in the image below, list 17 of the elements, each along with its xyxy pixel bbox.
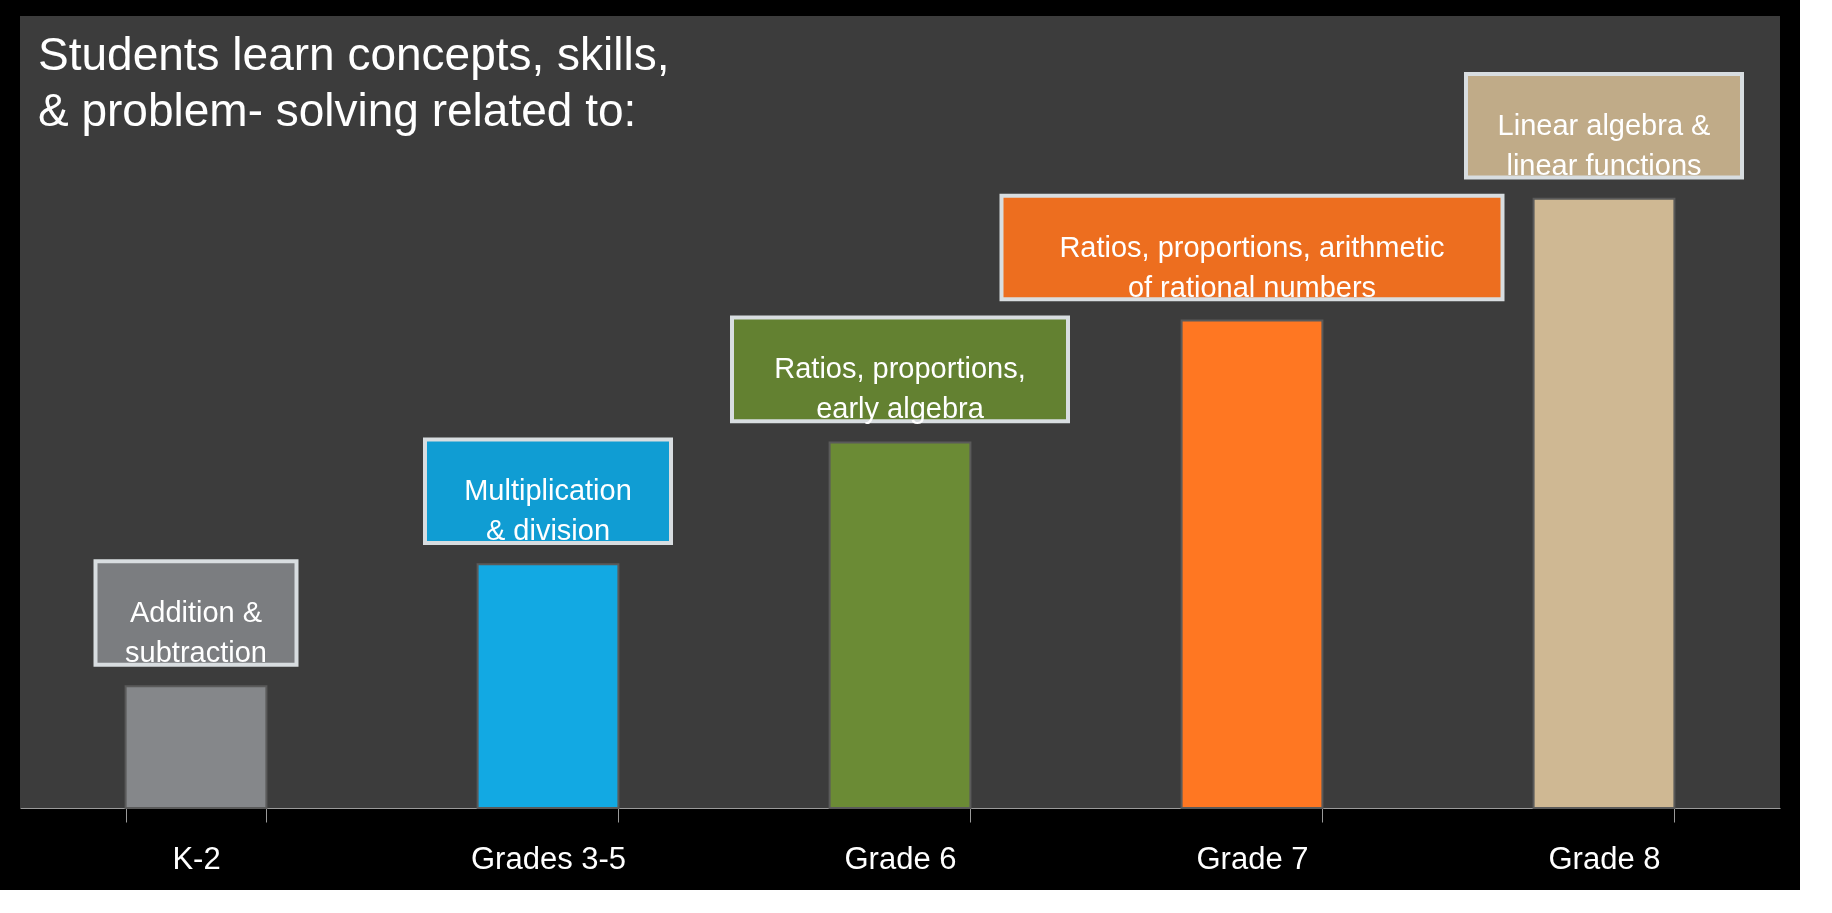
bar (124, 685, 268, 809)
bar (476, 563, 620, 809)
annotation: Addition & subtraction (125, 596, 267, 669)
bar (828, 441, 972, 809)
text: & problem- solving related to: (38, 84, 637, 136)
bar (1180, 319, 1324, 809)
annotation: Linear algebra & linear functions (1497, 108, 1711, 181)
annotation: Ratios, proportions, arithmetic of rational numbers (1059, 230, 1445, 303)
x-tick-label: Grades 3-5 (470, 840, 627, 876)
x-tick-label: Grade 6 (844, 840, 957, 876)
bar (1532, 197, 1676, 809)
annotation: Ratios, proportions, early algebra (774, 352, 1026, 425)
x-tick-label: Grade 8 (1548, 840, 1661, 876)
x-tick-label: Grade 7 (1196, 840, 1309, 876)
text: Students learn concepts, skills, (38, 28, 670, 80)
annotation: Multiplication & division (464, 474, 632, 547)
x-tick-label: K-2 (172, 840, 221, 876)
